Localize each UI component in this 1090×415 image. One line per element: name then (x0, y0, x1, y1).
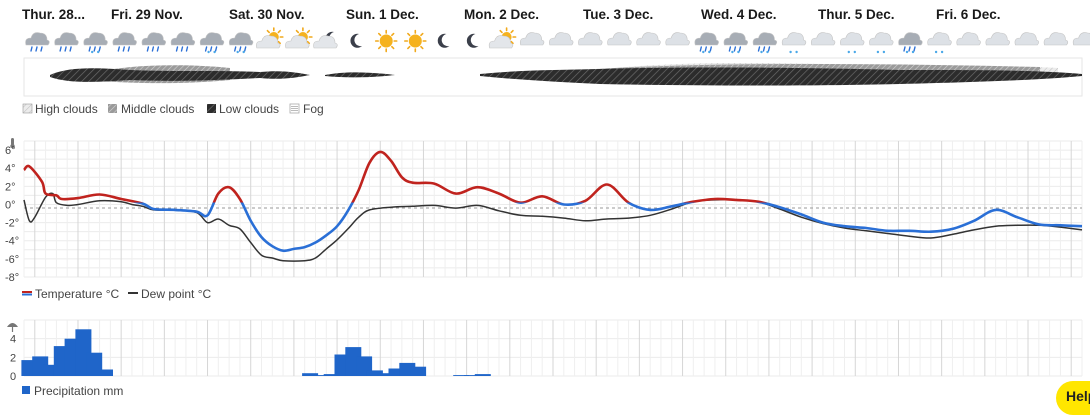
cloud-icon (985, 32, 1010, 46)
sleet-icon (83, 32, 108, 54)
cloud-icon (519, 32, 545, 46)
precipitation-bar (312, 375, 329, 376)
legend-label: Dew point °C (141, 287, 211, 301)
rain-icon (112, 32, 137, 52)
low-cloud-layer (50, 67, 1082, 86)
legend-label: Precipitation mm (34, 384, 123, 398)
temperature-line (23, 150, 1083, 253)
sun-icon (403, 29, 427, 53)
partly-sunny-icon (256, 27, 284, 49)
y-tick-label: 0 (10, 371, 16, 383)
precipitation-bar (453, 375, 470, 376)
rain-icon (170, 32, 196, 52)
y-tick-label: -2° (5, 218, 19, 230)
precipitation-bars (21, 329, 491, 376)
snow-icon (869, 32, 894, 54)
day-label: Sat. 30 Nov. (229, 7, 305, 22)
snow-icon (781, 32, 807, 54)
precipitation-bar (302, 373, 319, 376)
day-label: Fri. 6 Dec. (936, 7, 1001, 22)
snow-icon (840, 32, 865, 54)
temperature-grid (23, 140, 1083, 278)
y-tick-label: -8° (5, 272, 19, 284)
middle-clouds-icon (108, 104, 117, 113)
dew-point-line (23, 192, 1083, 262)
partly-cloudy-night-icon (313, 31, 338, 49)
cloud-icon (1072, 32, 1090, 46)
legend-label: Fog (303, 102, 324, 116)
precipitation-bar (43, 364, 59, 376)
day-label: Sun. 1 Dec. (346, 7, 419, 22)
day-label: Wed. 4 Dec. (701, 7, 777, 22)
rain-icon (141, 32, 166, 52)
cloud-icon (810, 32, 836, 46)
high-clouds-icon (22, 103, 33, 114)
y-tick-label: 4 (10, 334, 16, 346)
day-label: Mon. 2 Dec. (464, 7, 539, 22)
umbrella-icon (7, 323, 18, 332)
cloud-icon (578, 32, 603, 46)
rain-icon (25, 32, 50, 52)
y-tick-label: 4° (5, 163, 16, 175)
precipitation-bar (410, 366, 427, 376)
day-label: Thur. 28... (22, 7, 85, 22)
cloud-cover-band (23, 57, 1083, 97)
cloud-icon (607, 32, 632, 46)
thermometer-icon (10, 138, 15, 149)
sleet-icon (228, 32, 254, 54)
precipitation-bar (323, 374, 340, 376)
legend-label: Low clouds (219, 102, 279, 116)
cloud-icon (636, 32, 661, 46)
precipitation-y-axis: 4 2 0 (10, 334, 16, 383)
y-tick-label: -4° (5, 236, 19, 248)
precipitation-bar (377, 373, 394, 376)
precipitation-bar (464, 375, 480, 376)
precipitation-bar (388, 368, 405, 376)
sleet-icon (752, 32, 778, 54)
temperature-legend: Temperature °C Dew point °C (22, 287, 211, 301)
precipitation-bar (366, 370, 383, 376)
weather-forecast-chart: Thur. 28... Fri. 29 Nov. Sat. 30 Nov. Su… (5, 7, 1090, 398)
partly-sunny-icon (488, 27, 517, 49)
legend-label: Temperature °C (35, 287, 119, 301)
cloud-icon (1014, 32, 1039, 46)
sleet-icon (898, 32, 923, 54)
cloud-legend: High clouds Middle clouds Low clouds Fog (22, 102, 324, 116)
cloud-icon (1043, 32, 1069, 46)
legend-label: Middle clouds (121, 102, 194, 116)
sleet-icon (723, 32, 748, 54)
moon-icon (437, 33, 450, 48)
moon-icon (466, 33, 479, 48)
snow-icon (927, 32, 952, 54)
moon-icon (350, 33, 363, 48)
y-tick-label: -6° (5, 254, 19, 266)
partly-sunny-icon (285, 27, 313, 49)
y-tick-label: 0° (5, 199, 16, 211)
precipitation-legend: Precipitation mm (22, 384, 123, 398)
help-button[interactable]: Help (1056, 381, 1090, 415)
day-label: Thur. 5 Dec. (818, 7, 895, 22)
day-label: Tue. 3 Dec. (583, 7, 653, 22)
weather-icon-row (25, 27, 1090, 54)
precipitation-grid (23, 319, 1083, 377)
precipitation-bar (474, 374, 491, 376)
temperature-y-axis: 6° 4° 2° 0° -2° -4° -6° -8° (5, 145, 19, 284)
y-tick-label: 6° (5, 145, 16, 157)
cloud-icon (665, 32, 690, 46)
precipitation-bar (97, 369, 113, 376)
cloud-icon (549, 32, 574, 46)
cloud-icon (956, 32, 981, 46)
day-headers: Thur. 28... Fri. 29 Nov. Sat. 30 Nov. Su… (22, 7, 1001, 22)
y-tick-label: 2° (5, 181, 16, 193)
y-tick-label: 2 (10, 352, 16, 364)
low-clouds-icon (207, 104, 216, 113)
rain-icon (54, 32, 79, 52)
sun-icon (374, 29, 398, 53)
day-label: Fri. 29 Nov. (111, 7, 183, 22)
sleet-icon (694, 32, 719, 54)
legend-label: High clouds (35, 102, 98, 116)
sleet-icon (199, 32, 225, 54)
